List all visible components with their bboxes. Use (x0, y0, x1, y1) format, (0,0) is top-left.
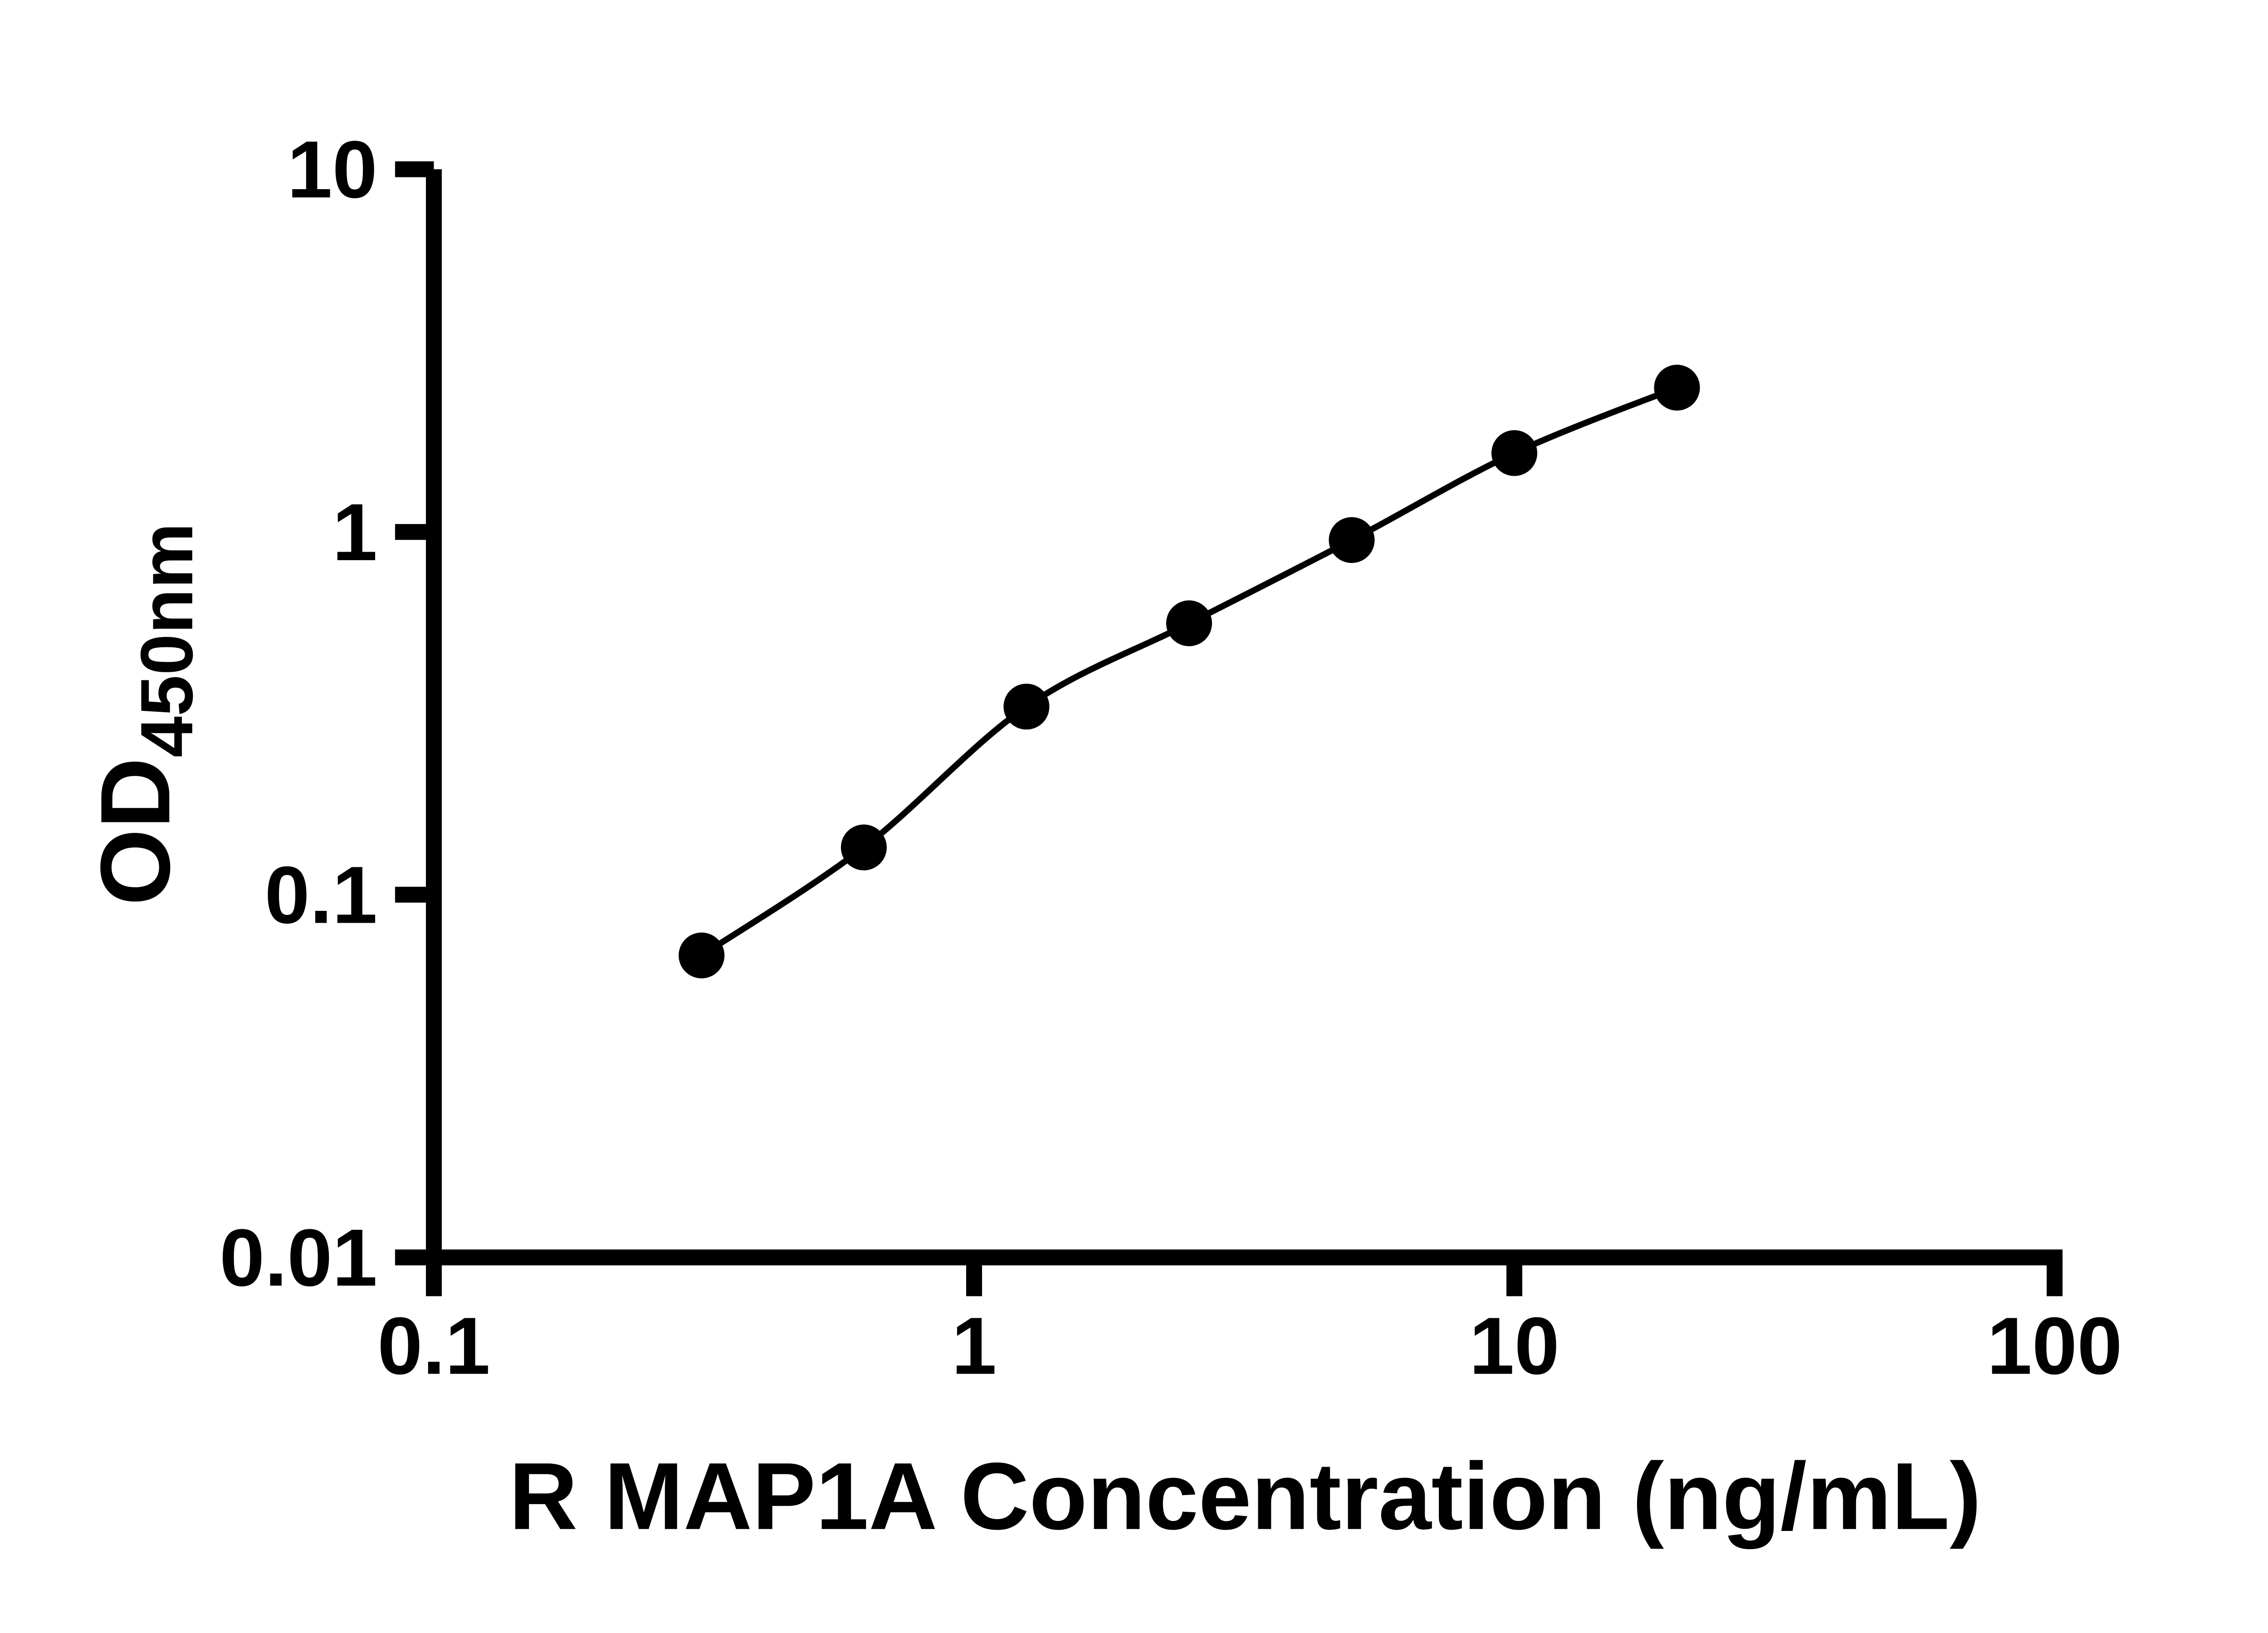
x-tick-label: 0.1 (377, 1301, 490, 1391)
data-point (1166, 600, 1212, 646)
axes-layer (425, 169, 2063, 1266)
y-tick-label: 10 (287, 124, 377, 215)
y-axis-title-main: OD (80, 758, 191, 906)
data-point (1003, 684, 1050, 730)
x-tick-label: 10 (1469, 1301, 1559, 1391)
ticks-layer (395, 161, 2063, 1296)
y-axis-title-subscript: 450nm (125, 523, 208, 758)
y-axis-title: OD450nm (80, 523, 208, 906)
y-tick-label: 1 (332, 487, 377, 577)
x-tick-label: 100 (1987, 1301, 2122, 1391)
data-point (1491, 430, 1538, 476)
x-axis-title: R MAP1A Concentration (ng/mL) (509, 1443, 1981, 1550)
data-point (1329, 517, 1375, 563)
y-tick-label: 0.01 (220, 1212, 377, 1303)
data-point (841, 824, 887, 870)
data-point (1654, 364, 1700, 411)
data-point (679, 932, 725, 978)
y-tick-label: 0.1 (264, 850, 377, 940)
plot-layer (679, 364, 1700, 978)
x-tick-label: 1 (952, 1301, 997, 1391)
fit-curve (699, 385, 1678, 958)
